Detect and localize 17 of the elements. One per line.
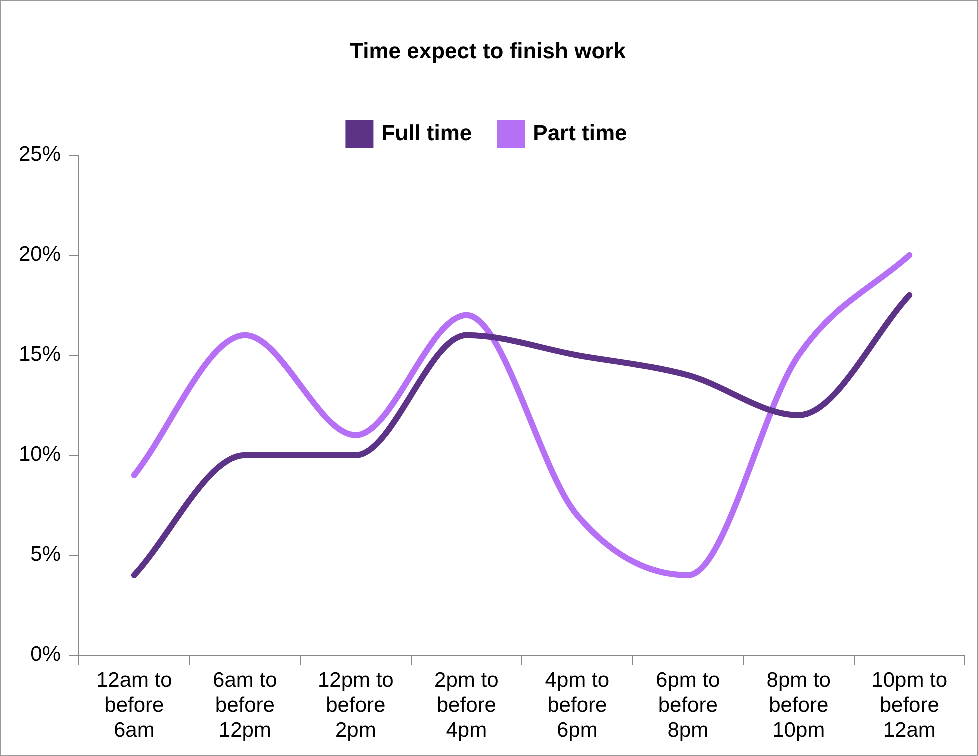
x-tick-label: 6pm to before 8pm: [656, 668, 720, 742]
y-tick-label: 10%: [19, 443, 62, 466]
y-tick-label: 20%: [19, 243, 62, 266]
x-tick-label: 10pm to before 12am: [872, 668, 948, 742]
x-tick-label: 2pm to before 4pm: [434, 668, 499, 742]
chart-title: Time expect to finish work: [350, 38, 627, 64]
legend-label: Part time: [533, 120, 628, 146]
y-tick-label: 15%: [19, 343, 62, 366]
legend-label: Full time: [382, 120, 472, 146]
x-tick-label: 12am to before 6am: [96, 668, 172, 742]
y-tick-label: 25%: [19, 143, 62, 166]
x-tick-label: 12pm to before 2pm: [318, 668, 394, 742]
x-tick-label: 6am to before 12pm: [213, 668, 278, 742]
y-tick-label: 0%: [30, 643, 62, 666]
x-tick-label: 4pm to before 6pm: [545, 668, 610, 742]
y-tick-label: 5%: [30, 543, 62, 566]
x-tick-label: 8pm to before 10pm: [766, 668, 831, 742]
